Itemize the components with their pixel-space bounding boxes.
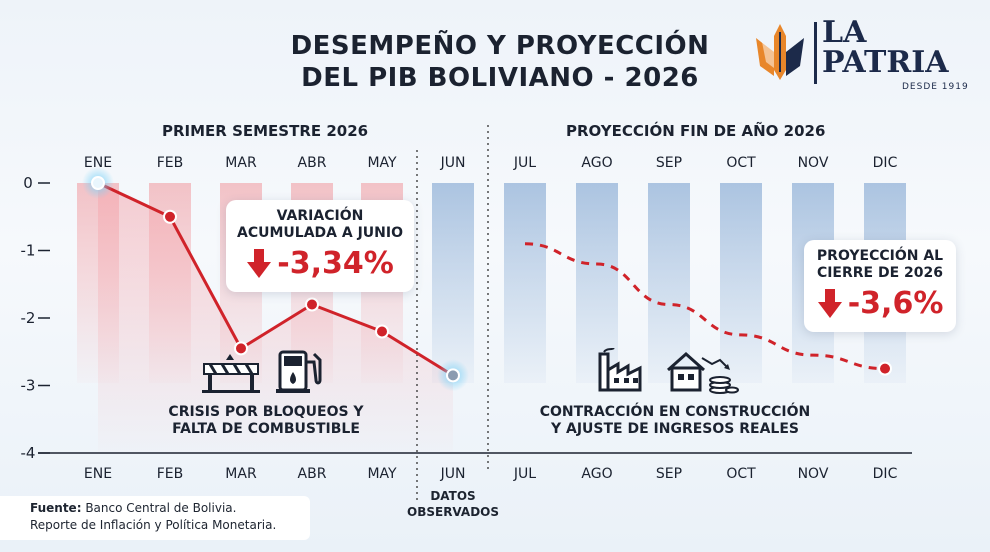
callout-right-label: PROYECCIÓN AL CIERRE DE 2026 [804, 240, 956, 282]
source-text-2: Reporte de Inflación y Política Monetari… [30, 518, 277, 532]
y-tick-label: -4 [21, 444, 36, 462]
fuel-pump-icon [276, 350, 322, 393]
section-left-title: PRIMER SEMESTRE 2026 [162, 122, 369, 140]
callout-left-label: VARIACIÓN ACUMULADA A JUNIO [226, 200, 414, 242]
title-line-2: DEL PIB BOLIVIANO - 2026 [301, 63, 699, 93]
logo-subtitle: DESDE 1919 [902, 82, 969, 92]
x-tick-label-bottom: ENE [84, 466, 112, 482]
point-ene [91, 176, 105, 190]
point-feb [163, 209, 177, 224]
callout-right-value: -3,6% [847, 286, 944, 321]
point-jun [446, 368, 460, 383]
note-left-line-2: FALTA DE COMBUSTIBLE [172, 421, 360, 437]
logo-divider [814, 22, 817, 84]
x-tick-label-bottom: ABR [298, 466, 327, 482]
callout-right-value-row: -3,6% [804, 286, 956, 321]
callout-left-value: -3,34% [277, 246, 394, 281]
source-box: Fuente: Banco Central de Bolivia. Report… [0, 496, 310, 540]
y-tick-label: -2 [21, 309, 36, 327]
observed-line [97, 181, 454, 377]
x-tick-label-top: MAY [367, 155, 397, 171]
arrow-down-icon [247, 248, 272, 278]
house-coins-icon [667, 351, 739, 394]
observed-line-2: OBSERVADOS [407, 505, 499, 519]
note-right-line-1: CONTRACCIÓN EN CONSTRUCCIÓN [539, 404, 811, 420]
bar-jul [504, 183, 546, 383]
projection-line [524, 242, 886, 371]
section-right-title: PROYECCIÓN FIN DE AÑO 2026 [566, 122, 826, 140]
callout-left-line-2: ACUMULADA A JUNIO [237, 225, 403, 241]
x-tick-label-bottom: JUN [440, 466, 466, 482]
y-tick-label: 0 [23, 174, 33, 192]
callout-right-line-1: PROYECCIÓN AL [816, 248, 944, 264]
x-tick-label-top: MAR [225, 155, 257, 171]
callout-year-end-projection: PROYECCIÓN AL CIERRE DE 2026 -3,6% [804, 240, 956, 332]
bar-jun [432, 183, 474, 383]
x-tick-label-bottom: JUL [513, 466, 536, 482]
note-crisis: CRISIS POR BLOQUEOS Y FALTA DE COMBUSTIB… [146, 404, 386, 438]
point-abr [305, 297, 319, 312]
x-tick-label-top: ABR [298, 155, 327, 171]
bar-sep [648, 183, 690, 383]
x-tick-label-top: JUN [440, 155, 466, 171]
source-line-1: Fuente: Banco Central de Bolivia. [30, 500, 310, 517]
factory-icon [598, 348, 642, 392]
x-tick-label-top: OCT [726, 155, 756, 171]
chart-title: DESEMPEÑO Y PROYECCIÓN DEL PIB BOLIVIANO… [250, 30, 750, 94]
pen-nib-logo-icon [756, 24, 804, 80]
x-tick-label-top: AGO [581, 155, 612, 171]
axis-layer: 0 -1 -2 -3 -4 ENE ENE FEB FEB MAR MAR ABR ABR MAY MAY J… [21, 125, 912, 500]
observed-line-1: DATOS [430, 489, 476, 503]
arrow-down-icon [817, 288, 842, 318]
x-tick-label-top: ENE [84, 155, 112, 171]
note-left-line-1: CRISIS POR BLOQUEOS Y [168, 404, 364, 420]
logo-line-2: PATRIA [822, 45, 949, 80]
logo-line-1: LA [822, 15, 867, 50]
bar-oct [720, 183, 762, 383]
series-points [82, 167, 892, 392]
y-tick-label: -1 [21, 242, 36, 260]
note-contraction: CONTRACCIÓN EN CONSTRUCCIÓN Y AJUSTE DE … [530, 404, 820, 438]
source-text-1: Banco Central de Bolivia. [85, 501, 237, 515]
callout-right-line-2: CIERRE DE 2026 [816, 265, 944, 281]
observed-data-label: DATOS OBSERVADOS [388, 488, 518, 520]
road-barrier-icon [202, 354, 260, 393]
x-tick-label-bottom: OCT [726, 466, 756, 482]
x-tick-label-bottom: MAY [367, 466, 397, 482]
la-patria-logo: LA PATRIA DESDE 1919 [752, 18, 982, 100]
callout-accumulated-variation: VARIACIÓN ACUMULADA A JUNIO -3,34% [226, 200, 414, 292]
x-tick-label-bottom: AGO [581, 466, 612, 482]
x-tick-label-top: DIC [873, 155, 898, 171]
point-mar [234, 341, 248, 356]
x-tick-label-top: FEB [157, 155, 184, 171]
point-may [375, 324, 389, 339]
callout-left-value-row: -3,34% [226, 246, 414, 281]
x-tick-label-bottom: SEP [656, 466, 682, 482]
series-lines [97, 181, 886, 377]
note-right-line-2: Y AJUSTE DE INGRESOS REALES [550, 421, 799, 437]
x-tick-label-top: SEP [656, 155, 682, 171]
x-tick-label-bottom: NOV [798, 466, 829, 482]
source-label: Fuente: [30, 501, 82, 515]
x-tick-label-top: JUL [513, 155, 536, 171]
x-tick-label-bottom: MAR [225, 466, 257, 482]
x-tick-label-top: NOV [798, 155, 829, 171]
x-tick-label-bottom: DIC [873, 466, 898, 482]
title-line-1: DESEMPEÑO Y PROYECCIÓN [290, 31, 710, 61]
x-tick-label-bottom: FEB [157, 466, 184, 482]
callout-left-line-1: VARIACIÓN [276, 208, 364, 224]
logo-wordmark: LA PATRIA [822, 18, 949, 78]
projection-point-dic [878, 361, 892, 376]
y-tick-label: -3 [21, 377, 36, 395]
